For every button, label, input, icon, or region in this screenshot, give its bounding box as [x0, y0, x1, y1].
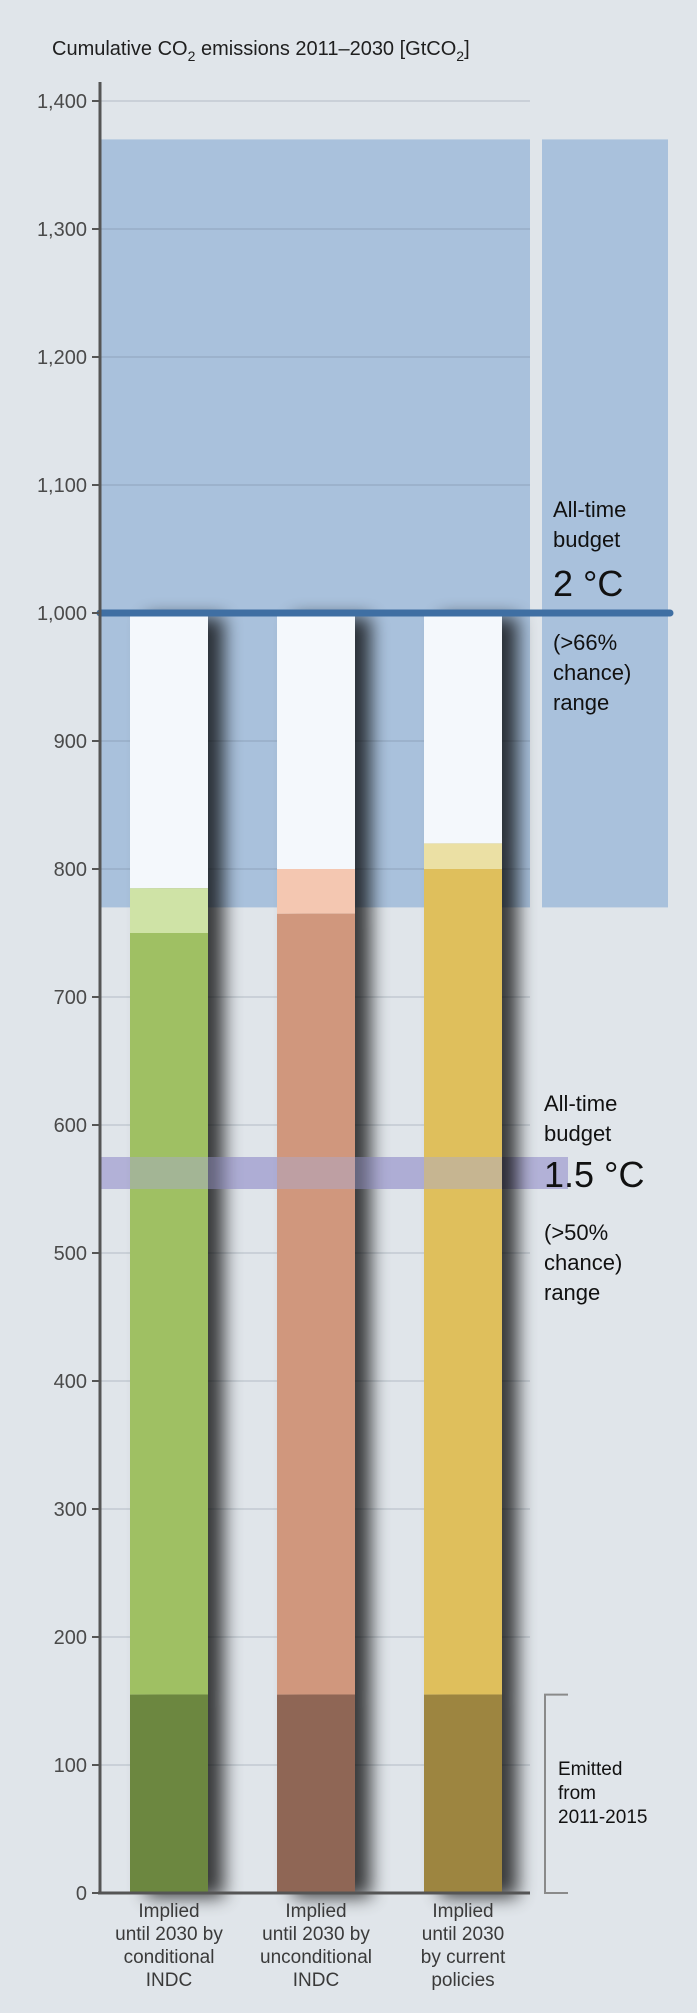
- budget-15c-value: 1.5 °C: [544, 1154, 644, 1195]
- bar-group: [277, 613, 355, 1893]
- bar-group: [424, 613, 502, 1893]
- bar-remaining-budget: [277, 613, 355, 869]
- bar-group: [130, 613, 208, 1893]
- y-tick-label: 300: [54, 1499, 87, 1521]
- y-tick-label: 600: [54, 1115, 87, 1137]
- budget-2c-chance: (>66%: [553, 630, 617, 655]
- bar-implied: [277, 913, 355, 1695]
- category-label: until 2030 by: [115, 1924, 223, 1945]
- budget-15c-chance: (>50%: [544, 1220, 608, 1245]
- y-tick-label: 700: [54, 987, 87, 1009]
- y-tick-label: 100: [54, 1755, 87, 1777]
- emitted-label: from: [558, 1783, 596, 1804]
- budget-15c-chance: chance): [544, 1250, 622, 1275]
- budget-2c-label: All-time: [553, 497, 626, 522]
- y-tick-label: 900: [54, 731, 87, 753]
- emitted-label: 2011-2015: [558, 1807, 647, 1828]
- y-tick-label: 1,300: [37, 219, 87, 241]
- y-tick-label: 1,100: [37, 475, 87, 497]
- y-tick-label: 200: [54, 1627, 87, 1649]
- title-subscript: 2: [456, 48, 464, 64]
- budget-2c-label: budget: [553, 527, 620, 552]
- category-label: by current: [421, 1947, 506, 1968]
- category-label: Implied: [432, 1901, 493, 1922]
- y-tick-label: 1,000: [37, 603, 87, 625]
- y-tick-label: 800: [54, 859, 87, 881]
- budget-15c-label: budget: [544, 1121, 611, 1146]
- emitted-label: Emitted: [558, 1759, 622, 1780]
- y-tick-label: 400: [54, 1371, 87, 1393]
- y-tick-label: 500: [54, 1243, 87, 1265]
- category-label: INDC: [293, 1970, 339, 1991]
- bar-emitted: [130, 1694, 208, 1893]
- bar-implied: [130, 933, 208, 1695]
- category-label: unconditional: [260, 1947, 372, 1968]
- title-subscript: 2: [188, 48, 196, 64]
- bar-implied-range: [424, 843, 502, 869]
- budget-2c-chance: range: [553, 690, 609, 715]
- category-label: Implied: [285, 1901, 346, 1922]
- budget-15c-label: All-time: [544, 1091, 617, 1116]
- bar-remaining-budget: [130, 613, 208, 889]
- bar-implied-range: [277, 869, 355, 914]
- bar-remaining-budget: [424, 613, 502, 844]
- bar-implied: [424, 869, 502, 1695]
- category-label: INDC: [146, 1970, 192, 1991]
- category-label: policies: [431, 1970, 494, 1991]
- y-tick-label: 1,200: [37, 347, 87, 369]
- budget-2c-chance: chance): [553, 660, 631, 685]
- y-tick-label: 0: [76, 1883, 87, 1905]
- category-label: Implied: [138, 1901, 199, 1922]
- category-label: until 2030: [422, 1924, 504, 1945]
- category-label: conditional: [124, 1947, 215, 1968]
- budget-15c-chance: range: [544, 1280, 600, 1305]
- category-label: until 2030 by: [262, 1924, 370, 1945]
- bar-implied-range: [130, 888, 208, 933]
- chart-title: Cumulative CO2 emissions 2011–2030 [GtCO…: [52, 38, 470, 64]
- bar-emitted: [424, 1694, 502, 1893]
- budget-2c-range-column: [542, 139, 668, 908]
- emitted-bracket: [544, 1693, 568, 1894]
- budget-15c-overlay: [130, 1157, 502, 1189]
- budget-2c-value: 2 °C: [553, 563, 623, 604]
- y-tick-label: 1,400: [37, 91, 87, 113]
- bar-emitted: [277, 1694, 355, 1893]
